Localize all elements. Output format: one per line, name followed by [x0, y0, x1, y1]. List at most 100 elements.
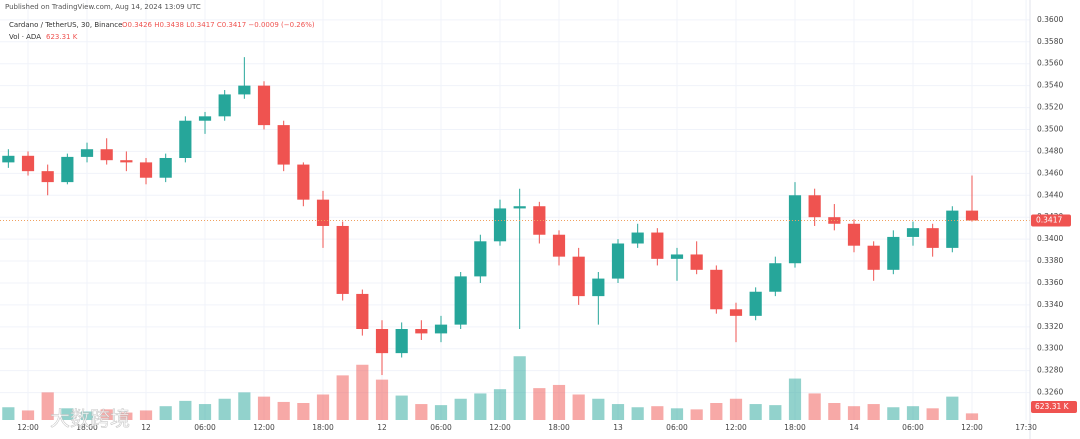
candle-body [651, 232, 664, 259]
y-tick-label: 0.3440 [1037, 190, 1063, 199]
volume-bar [572, 394, 585, 420]
x-tick-label: 18:00 [548, 423, 570, 432]
y-tick-label: 0.3260 [1037, 388, 1063, 397]
candle-body [356, 293, 369, 330]
x-tick-label: 14 [849, 423, 859, 432]
volume-bar [926, 408, 939, 420]
volume-bar [847, 406, 861, 420]
candle-body [749, 291, 762, 316]
candle-body [159, 157, 172, 178]
y-tick-label: 0.3380 [1037, 256, 1063, 265]
volume-bar [218, 398, 231, 420]
volume-bar [179, 400, 192, 420]
x-tick-label: 06:00 [666, 423, 688, 432]
volume-bar [533, 388, 546, 420]
volume-bar [120, 412, 133, 420]
volume-bar [100, 409, 113, 420]
candle-body [179, 120, 192, 158]
volume-bar [965, 413, 979, 420]
volume-bar [651, 406, 664, 420]
volume-bar [80, 411, 94, 420]
y-tick-label: 0.3520 [1037, 103, 1063, 112]
volume-bar [808, 393, 821, 420]
volume-bar [749, 404, 762, 420]
candle-body [61, 156, 74, 183]
x-tick-label: 06:00 [902, 423, 924, 432]
last-price-tag [1031, 214, 1071, 227]
x-tick-label: 12:00 [725, 423, 747, 432]
candle-body [434, 324, 448, 334]
candle-body [788, 195, 802, 264]
y-tick-label: 0.3280 [1037, 366, 1063, 375]
volume-bar [631, 407, 644, 420]
volume-bar [710, 403, 723, 420]
candle-body [729, 309, 743, 316]
candle-body [120, 160, 133, 163]
volume-bar [356, 364, 369, 420]
volume-bar [21, 410, 35, 420]
volume-bar [788, 378, 802, 420]
y-tick-label: 0.3580 [1037, 37, 1063, 46]
x-tick-label: 17:30 [1015, 423, 1037, 432]
x-tick-label: 18:00 [784, 423, 806, 432]
y-tick-label: 0.3500 [1037, 124, 1063, 133]
candle-body [887, 236, 900, 270]
volume-bar [277, 401, 290, 420]
published-note: Published on TradingView.com, Aug 14, 20… [5, 3, 201, 11]
volume-bar [375, 379, 389, 420]
candle-body [415, 329, 428, 334]
x-tick-label: 06:00 [430, 423, 452, 432]
candle-body [80, 149, 94, 157]
volume-bar [690, 409, 703, 420]
x-tick-label: 18:00 [312, 423, 334, 432]
volume-tag-label: 623.31 K [1035, 402, 1070, 411]
candle-body [552, 234, 566, 257]
candle-body [710, 269, 723, 310]
y-tick-label: 0.3460 [1037, 168, 1063, 177]
volume-bar [61, 408, 74, 420]
volume-bar [474, 393, 487, 420]
volume-bar [336, 375, 349, 420]
volume-bar [415, 404, 428, 420]
candle-body [395, 329, 408, 354]
candle-body [297, 164, 310, 200]
volume-bar [769, 405, 782, 420]
x-tick-label: 18:00 [76, 423, 98, 432]
volume-bar [592, 398, 605, 420]
y-tick-label: 0.3300 [1037, 344, 1063, 353]
x-tick-label: 12:00 [17, 423, 39, 432]
candle-body [41, 171, 54, 183]
candle-body [336, 225, 349, 294]
candle-body [631, 232, 644, 244]
volume-bar [867, 404, 880, 420]
candle-body [513, 206, 526, 209]
volume-bar [297, 403, 310, 420]
candle-body [690, 254, 703, 270]
volume-bar [159, 406, 172, 420]
x-tick-label: 12:00 [961, 423, 983, 432]
volume-bar [454, 398, 467, 420]
volume-bar [198, 404, 212, 420]
candle-body [100, 149, 113, 161]
candle-body [611, 243, 625, 279]
candle-body [316, 199, 330, 226]
candle-body [375, 329, 389, 354]
y-tick-label: 0.3600 [1037, 15, 1063, 24]
candle-body [454, 276, 467, 325]
x-tick-label: 06:00 [194, 423, 216, 432]
y-tick-label: 0.3360 [1037, 278, 1063, 287]
candle-body [2, 155, 15, 163]
candle-body [139, 162, 153, 178]
watermark: 大数跨境 [50, 407, 130, 431]
volume-bar [828, 403, 841, 420]
volume-bar [513, 356, 526, 420]
candle-body [769, 263, 782, 292]
y-tick-label: 0.3540 [1037, 81, 1063, 90]
volume-bar [670, 408, 684, 420]
x-tick-label: 12:00 [253, 423, 275, 432]
candle-body [21, 155, 35, 172]
candle-body [847, 223, 861, 246]
volume-bar [139, 410, 153, 420]
volume-bar [395, 395, 408, 420]
